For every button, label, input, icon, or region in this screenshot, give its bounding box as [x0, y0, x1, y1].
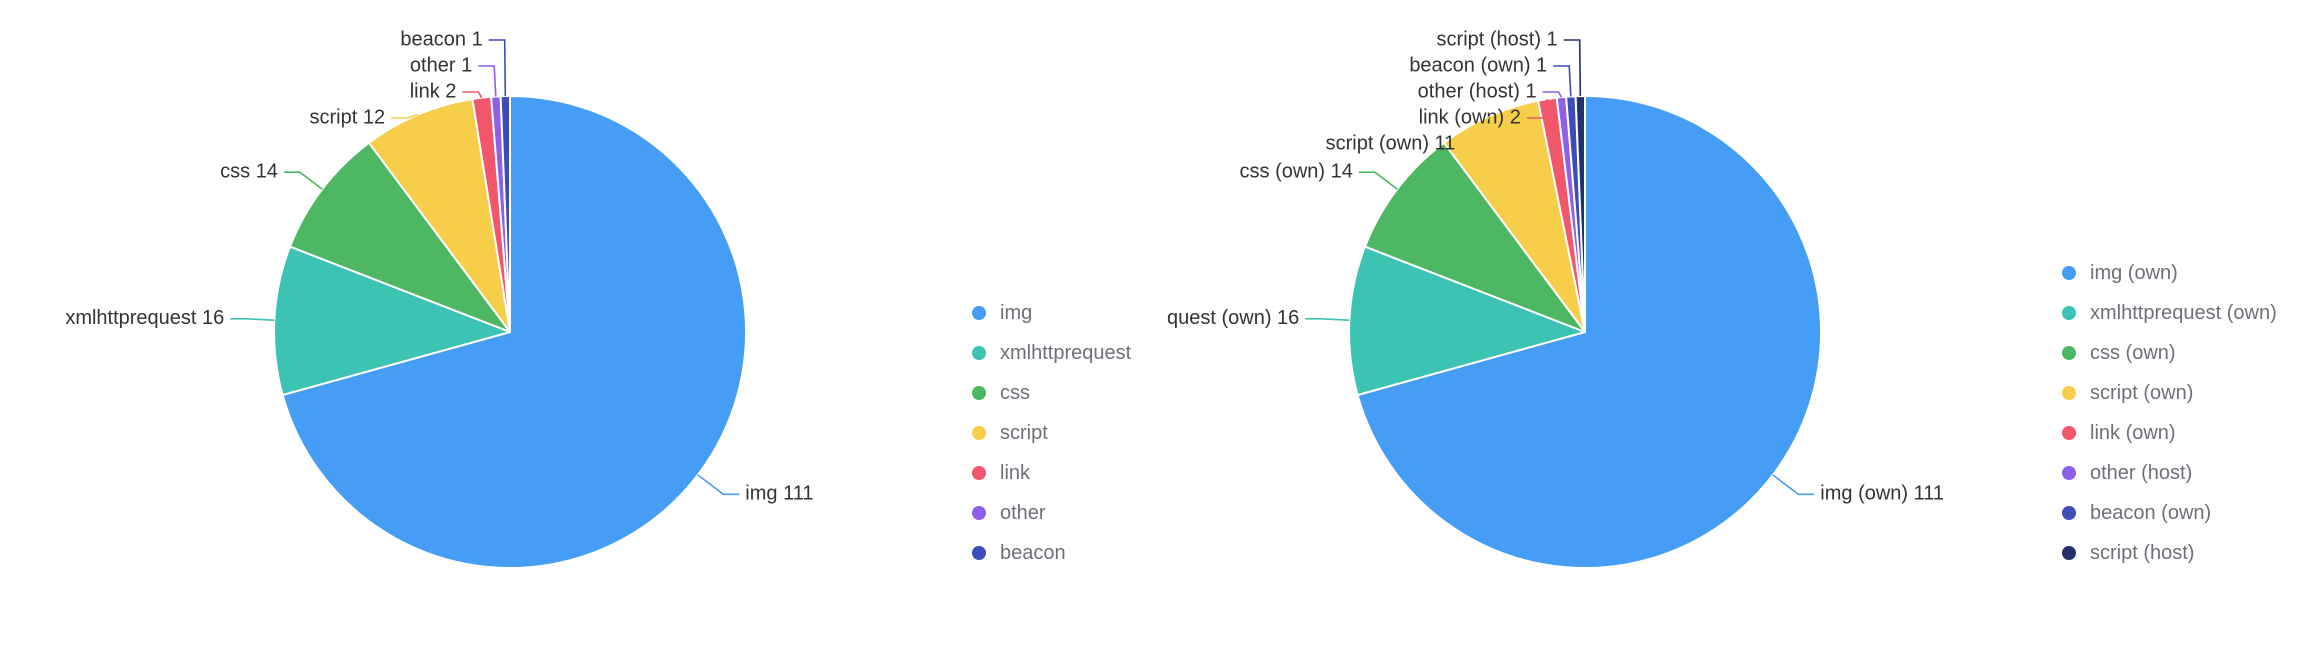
legend-item-css-own[interactable]: css (own) — [2062, 333, 2277, 373]
legend-swatch-icon — [972, 306, 986, 320]
legend-label: img — [1000, 301, 1033, 324]
legend-swatch-icon — [2062, 506, 2076, 520]
pie-label-line — [1461, 116, 1490, 145]
pie-label: beacon 1 — [400, 28, 482, 50]
requests-by-type-legend: img xmlhttprequest css script link other beaco… — [972, 293, 1131, 573]
pie-label-line — [488, 39, 507, 97]
pie-label: link 2 — [410, 80, 457, 102]
legend-swatch-icon — [2062, 426, 2076, 440]
pie-label-line — [1526, 98, 1549, 119]
legend-item-script-host[interactable]: script (host) — [2062, 533, 2277, 573]
legend-label: img (own) — [2090, 261, 2178, 284]
legend-item-img[interactable]: img — [972, 293, 1131, 333]
legend-item-beacon[interactable]: beacon — [972, 533, 1131, 573]
legend-label: xmlhttprequest — [1000, 341, 1132, 364]
pie-label: link (own) 2 — [1419, 106, 1521, 128]
legend-label: beacon — [1000, 541, 1066, 564]
legend-item-css[interactable]: css — [972, 373, 1131, 413]
legend-item-link-own[interactable]: link (own) — [2062, 413, 2277, 453]
legend-swatch-icon — [2062, 546, 2076, 560]
legend-item-other[interactable]: other — [972, 493, 1131, 533]
pie-label: other 1 — [410, 54, 472, 76]
pie-label: quest (own) 16 — [1167, 307, 1299, 329]
pie-label-line — [230, 317, 275, 321]
legend-item-xmlhttprequest[interactable]: xmlhttprequest — [972, 333, 1131, 373]
pie-label-line — [1358, 171, 1398, 190]
pie-slice-script-host[interactable] — [1574, 95, 1586, 333]
legend-swatch-icon — [2062, 306, 2076, 320]
legend-label: beacon (own) — [2090, 501, 2212, 524]
pie-label-line — [697, 474, 740, 496]
legend-swatch-icon — [972, 466, 986, 480]
legend-label: script — [1000, 421, 1048, 444]
legend-item-xmlhttprequest-own[interactable]: xmlhttprequest (own) — [2062, 293, 2277, 333]
legend-item-script[interactable]: script — [972, 413, 1131, 453]
pie-label-line — [462, 91, 483, 99]
legend-item-script-own[interactable]: script (own) — [2062, 373, 2277, 413]
pie-slice-xmlhttprequest[interactable] — [273, 245, 511, 396]
legend-swatch-icon — [2062, 346, 2076, 360]
pie-label: css 14 — [220, 160, 278, 182]
pie-label: script (own) 11 — [1326, 132, 1456, 154]
pie-slice-css-own[interactable] — [1364, 141, 1586, 333]
pie-label: css (own) 14 — [1240, 160, 1353, 182]
pie-label: img (own) 111 — [1820, 483, 1944, 505]
legend-swatch-icon — [972, 546, 986, 560]
legend-swatch-icon — [2062, 266, 2076, 280]
pie-label: beacon (own) 1 — [1409, 54, 1547, 76]
pie-label: script 12 — [310, 106, 386, 128]
legend-label: script (own) — [2090, 381, 2194, 404]
pie-label: other (host) 1 — [1418, 80, 1537, 102]
legend-item-beacon-own[interactable]: beacon (own) — [2062, 493, 2277, 533]
pie-slice-beacon[interactable] — [499, 95, 511, 333]
pie-label-line — [1553, 65, 1572, 97]
legend-label: link (own) — [2090, 421, 2176, 444]
pie-slice-xmlhttprequest-own[interactable] — [1348, 245, 1586, 396]
legend-swatch-icon — [972, 506, 986, 520]
legend-item-other-host[interactable]: other (host) — [2062, 453, 2277, 493]
pie-label: img 111 — [745, 483, 813, 505]
pie-label: xmlhttprequest 16 — [65, 307, 224, 329]
pie-label-line — [478, 65, 497, 97]
legend-item-img-own[interactable]: img (own) — [2062, 253, 2277, 293]
legend-item-link[interactable]: link — [972, 453, 1131, 493]
legend-swatch-icon — [972, 426, 986, 440]
legend-swatch-icon — [972, 386, 986, 400]
legend-label: css — [1000, 381, 1030, 404]
pie-label: script (host) 1 — [1437, 28, 1558, 50]
legend-label: xmlhttprequest (own) — [2090, 301, 2277, 324]
pie-label-line — [283, 171, 323, 190]
pie-slice-css[interactable] — [289, 141, 511, 333]
legend-label: script (host) — [2090, 541, 2195, 564]
pie-label-line — [1542, 91, 1563, 98]
legend-swatch-icon — [972, 346, 986, 360]
pie-label-line — [1563, 39, 1582, 97]
legend-label: other — [1000, 501, 1046, 524]
pie-label-line — [391, 113, 419, 119]
legend-swatch-icon — [2062, 466, 2076, 480]
legend-swatch-icon — [2062, 386, 2076, 400]
requests-by-type-origin-legend: img (own) xmlhttprequest (own) css (own) sc… — [2062, 253, 2277, 573]
pie-label-line — [1772, 474, 1815, 496]
legend-label: css (own) — [2090, 341, 2176, 364]
pie-label-line — [1305, 317, 1350, 321]
legend-label: link — [1000, 461, 1031, 484]
legend-label: other (host) — [2090, 461, 2193, 484]
